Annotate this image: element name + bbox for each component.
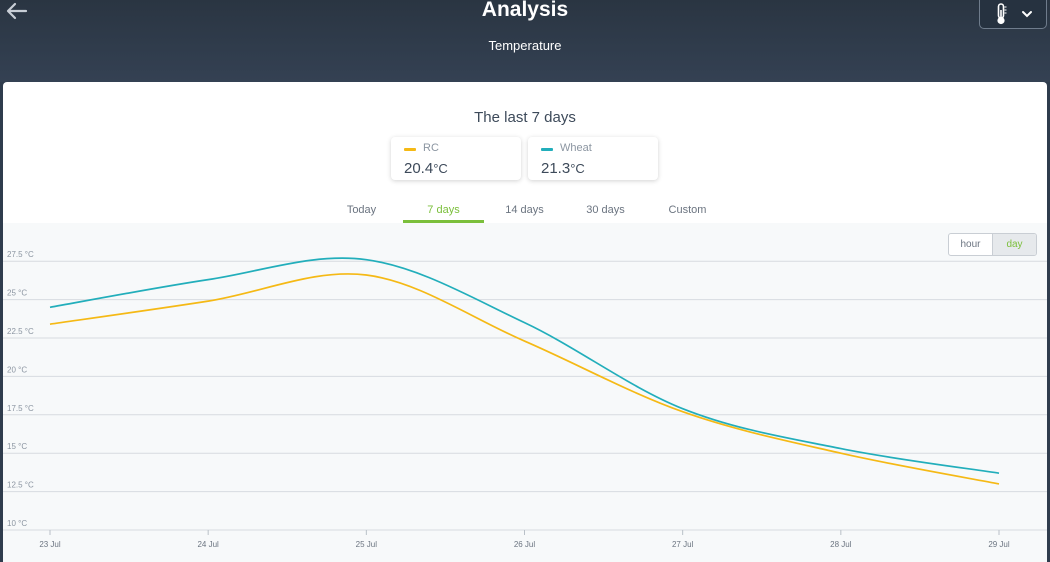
legend-card-rc: RC 20.4°C xyxy=(391,137,521,180)
tab-custom[interactable]: Custom xyxy=(668,204,707,216)
tab-7-days[interactable]: 7 days xyxy=(403,203,484,223)
x-tick-label: 28 Jul xyxy=(830,540,852,549)
analysis-card: The last 7 days RC 20.4°C Wheat 21.3°C T… xyxy=(3,82,1047,562)
thermometer-icon xyxy=(997,3,1007,25)
sensor-type-select[interactable] xyxy=(979,0,1047,29)
legend-name: RC xyxy=(423,142,439,154)
tab-30-days[interactable]: 30 days xyxy=(586,204,625,216)
granularity-toggle: hour day xyxy=(948,233,1037,256)
tab-today[interactable]: Today xyxy=(346,204,377,216)
y-tick-label: 10 °C xyxy=(7,519,27,528)
series-line-rc xyxy=(49,273,1000,485)
temperature-chart: 10 °C 12.5 °C 15 °C 17.5 °C 20 °C 22.5 °C 25 °… xyxy=(3,223,1047,562)
x-tick-label: 29 Jul xyxy=(988,540,1010,549)
legend-name: Wheat xyxy=(560,142,592,154)
chevron-down-icon xyxy=(1022,11,1032,18)
legend-card-wheat: Wheat 21.3°C xyxy=(528,137,658,180)
y-tick-label: 15 °C xyxy=(7,442,27,451)
y-tick-label: 22.5 °C xyxy=(7,327,34,336)
x-tick-label: 23 Jul xyxy=(39,540,61,549)
day-button[interactable]: day xyxy=(992,234,1036,255)
header-bar: Analysis Temperature xyxy=(0,0,1050,82)
y-tick-label: 20 °C xyxy=(7,365,27,374)
arrow-left-icon xyxy=(6,2,28,20)
page-title: Analysis xyxy=(481,0,569,21)
series-line-wheat xyxy=(49,257,1000,475)
range-title: The last 7 days xyxy=(474,109,576,126)
legend-value: 21.3°C xyxy=(541,160,585,177)
x-tick-label: 24 Jul xyxy=(197,540,219,549)
y-tick-label: 25 °C xyxy=(7,289,27,298)
page-subtitle: Temperature xyxy=(488,38,562,53)
back-button[interactable] xyxy=(4,0,30,22)
x-tick-label: 27 Jul xyxy=(672,540,694,549)
y-tick-label: 27.5 °C xyxy=(7,250,34,259)
y-tick-label: 17.5 °C xyxy=(7,404,34,413)
legend-value: 20.4°C xyxy=(404,160,448,177)
y-tick-label: 12.5 °C xyxy=(7,481,34,490)
range-tabs: Today 7 days 14 days 30 days Custom xyxy=(3,203,1047,223)
legend-swatch xyxy=(541,148,553,151)
x-tick-label: 25 Jul xyxy=(356,540,378,549)
legend-swatch xyxy=(404,148,416,151)
line-chart: 10 °C 12.5 °C 15 °C 17.5 °C 20 °C 22.5 °C 25 °… xyxy=(3,250,1047,549)
tab-14-days[interactable]: 14 days xyxy=(505,204,544,216)
x-tick-label: 26 Jul xyxy=(514,540,536,549)
hour-button[interactable]: hour xyxy=(960,239,981,250)
